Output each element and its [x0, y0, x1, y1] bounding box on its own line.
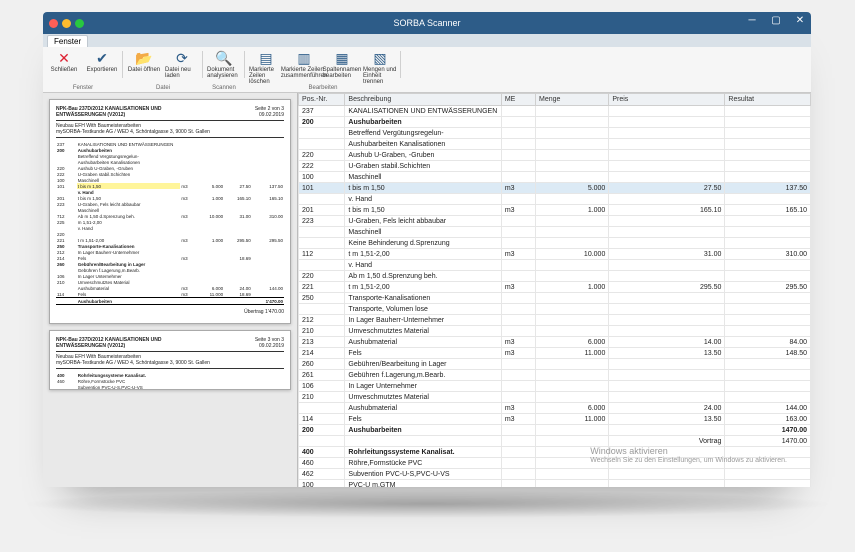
grid-row[interactable]: 220Aushub U-Graben, -Gruben — [299, 150, 811, 161]
menu-tabstrip: Fenster — [43, 34, 811, 47]
grid-row[interactable]: 200Aushubarbeiten — [299, 117, 811, 128]
markierte-zeilen-zusammenfuehren-button[interactable]: ▥Markierte Zeilen zusammenführen — [287, 49, 321, 85]
grid-row[interactable]: 462Subvention PVC-U-S,PVC-U-VS — [299, 469, 811, 480]
ribbon-group-label: Scannen — [212, 85, 236, 92]
grid-row[interactable]: v. Hand — [299, 260, 811, 271]
window-title: SORBA Scanner — [393, 18, 460, 28]
grid-row[interactable]: Betreffend Vergütungsregelun- — [299, 128, 811, 139]
grid-row[interactable]: Vortrag1470.00 — [299, 436, 811, 447]
data-grid-pane[interactable]: Pos.-Nr.BeschreibungMEMengePreisResultat… — [298, 93, 811, 487]
preview-page-2: NPK-Bau 237D/2012 KANALISATIONEN UND ENT… — [49, 330, 291, 390]
grid-row[interactable]: 250Transporte-Kanalisationen — [299, 293, 811, 304]
window-controls: ─ ▢ ✕ — [745, 15, 807, 26]
grid-row[interactable]: 100PVC-U m.GTM — [299, 480, 811, 488]
grid-header-desc[interactable]: Beschreibung — [345, 94, 501, 106]
ribbon-group-label: Datei — [156, 85, 170, 92]
preview-pane: NPK-Bau 237D/2012 KANALISATIONEN UND ENT… — [43, 93, 298, 487]
preview-page-1: NPK-Bau 237D/2012 KANALISATIONEN UND ENT… — [49, 99, 291, 324]
markierte-zeilen-zusammenfuehren-label: Markierte Zeilen zusammenführen — [281, 67, 327, 79]
grid-row[interactable]: Aushubarbeiten Kanalisationen — [299, 139, 811, 150]
mengen-einheit-trennen-button[interactable]: ▧Mengen und Einheit trennen — [363, 49, 397, 85]
datei-neu-laden-icon: ⟳ — [173, 49, 191, 67]
grid-row[interactable]: 223U-Graben, Fels leicht abbaubar — [299, 216, 811, 227]
grid-row[interactable]: Keine Behinderung d.Sprenzung — [299, 238, 811, 249]
grid-row[interactable]: 200Aushubarbeiten1470.00 — [299, 425, 811, 436]
datei-oeffnen-label: Datei öffnen — [128, 67, 160, 73]
grid-row[interactable]: Transporte, Volumen lose — [299, 304, 811, 315]
grid-row[interactable]: 220Ab m 1,50 d.Sprenzung beh. — [299, 271, 811, 282]
close-icon[interactable]: ✕ — [793, 15, 807, 26]
exportieren-icon: ✔ — [93, 49, 111, 67]
grid-row[interactable]: 201t bis m 1,50m31.000165.10165.10 — [299, 205, 811, 216]
grid-row[interactable]: 400Rohrleitungssysteme Kanalisat. — [299, 447, 811, 458]
grid-header-res[interactable]: Resultat — [725, 94, 811, 106]
markierte-zeilen-loeschen-icon: ▤ — [257, 49, 275, 67]
ribbon-group-label: Bearbeiten — [308, 85, 337, 92]
exportieren-label: Exportieren — [87, 67, 118, 73]
grid-row[interactable]: 112t m 1,51-2,00m310.00031.00310.00 — [299, 249, 811, 260]
datei-oeffnen-icon: 📂 — [135, 49, 153, 67]
grid-row[interactable]: 460Röhre,Formstücke PVC — [299, 458, 811, 469]
grid-row[interactable]: 106In Lager Unternehmer — [299, 381, 811, 392]
grid-header-me[interactable]: ME — [501, 94, 535, 106]
markierte-zeilen-loeschen-label: Markierte Zeilen löschen — [249, 67, 283, 85]
spaltennamen-bearbeiten-icon: ▦ — [333, 49, 351, 67]
dokument-analysieren-icon: 🔍 — [215, 49, 233, 67]
grid-header-menge[interactable]: Menge — [536, 94, 609, 106]
grid-row[interactable]: 114Felsm311.00013.50163.00 — [299, 414, 811, 425]
ribbon-group-scannen: 🔍Dokument analysieren Scannen — [203, 47, 245, 92]
app-window: SORBA Scanner ─ ▢ ✕ Fenster ✕Schließen✔E… — [43, 12, 811, 487]
data-grid[interactable]: Pos.-Nr.BeschreibungMEMengePreisResultat… — [298, 93, 811, 487]
grid-row[interactable]: 221t m 1,51-2,00m31.000295.50295.50 — [299, 282, 811, 293]
grid-row[interactable]: 222U-Graben stabil.Schichten — [299, 161, 811, 172]
mac-traffic-lights — [43, 19, 84, 28]
close-dot[interactable] — [49, 19, 58, 28]
grid-row[interactable]: Maschinell — [299, 227, 811, 238]
spaltennamen-bearbeiten-label: Spaltennamen bearbeiten — [323, 67, 362, 79]
mengen-einheit-trennen-label: Mengen und Einheit trennen — [363, 67, 397, 85]
ribbon-group-datei: 📂Datei öffnen⟳Datei neu ladenDatei — [123, 47, 203, 92]
grid-row[interactable]: v. Hand — [299, 194, 811, 205]
schliessen-icon: ✕ — [55, 49, 73, 67]
tab-fenster[interactable]: Fenster — [47, 35, 88, 47]
grid-row[interactable]: 214Felsm311.00013.50148.50 — [299, 348, 811, 359]
grid-row[interactable]: 213Aushubmaterialm36.00014.0084.00 — [299, 337, 811, 348]
markierte-zeilen-zusammenfuehren-icon: ▥ — [295, 49, 313, 67]
maximize-icon[interactable]: ▢ — [769, 15, 783, 26]
markierte-zeilen-loeschen-button[interactable]: ▤Markierte Zeilen löschen — [249, 49, 283, 85]
dokument-analysieren-button[interactable]: 🔍Dokument analysieren — [207, 49, 241, 79]
spaltennamen-bearbeiten-button[interactable]: ▦Spaltennamen bearbeiten — [325, 49, 359, 85]
grid-row[interactable]: 210Umveschmutztes Material — [299, 326, 811, 337]
mengen-einheit-trennen-icon: ▧ — [371, 49, 389, 67]
minimize-dot[interactable] — [62, 19, 71, 28]
zoom-dot[interactable] — [75, 19, 84, 28]
ribbon-group-bearbeiten: ▤Markierte Zeilen löschen▥Markierte Zeil… — [245, 47, 401, 92]
datei-oeffnen-button[interactable]: 📂Datei öffnen — [127, 49, 161, 79]
minimize-icon[interactable]: ─ — [745, 15, 759, 26]
grid-row[interactable]: 261Gebühren f.Lagerung,m.Bearb. — [299, 370, 811, 381]
schliessen-button[interactable]: ✕Schließen — [47, 49, 81, 73]
grid-header-pos[interactable]: Pos.-Nr. — [299, 94, 345, 106]
ribbon-group-fenster: ✕Schließen✔ExportierenFenster — [43, 47, 123, 92]
grid-row[interactable]: 212In Lager Bauherr-Unternehmer — [299, 315, 811, 326]
grid-header-preis[interactable]: Preis — [609, 94, 725, 106]
dokument-analysieren-label: Dokument analysieren — [207, 67, 241, 79]
datei-neu-laden-button[interactable]: ⟳Datei neu laden — [165, 49, 199, 79]
shadow-decoration — [20, 490, 835, 518]
datei-neu-laden-label: Datei neu laden — [165, 67, 199, 79]
grid-row[interactable]: 210Umveschmutztes Material — [299, 392, 811, 403]
grid-row[interactable]: 237KANALISATIONEN UND ENTWÄSSERUNGEN — [299, 106, 811, 117]
grid-row[interactable]: 260Gebühren/Bearbeitung in Lager — [299, 359, 811, 370]
grid-row[interactable]: Aushubmaterialm36.00024.00144.00 — [299, 403, 811, 414]
grid-row[interactable]: 100Maschinell — [299, 172, 811, 183]
exportieren-button[interactable]: ✔Exportieren — [85, 49, 119, 73]
ribbon-group-label: Fenster — [73, 85, 93, 92]
body-split: NPK-Bau 237D/2012 KANALISATIONEN UND ENT… — [43, 93, 811, 487]
schliessen-label: Schließen — [51, 67, 78, 73]
ribbon: ✕Schließen✔ExportierenFenster📂Datei öffn… — [43, 47, 811, 93]
grid-row[interactable]: ✎101t bis m 1,50m35.00027.50137.50 — [299, 183, 811, 194]
titlebar: SORBA Scanner ─ ▢ ✕ — [43, 12, 811, 34]
